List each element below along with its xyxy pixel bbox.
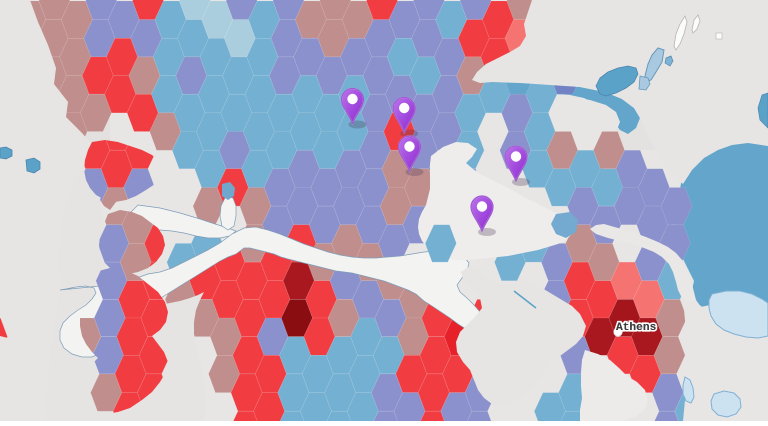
svg-text:Athens: Athens [616, 322, 657, 334]
svg-text:Athens: Athens [616, 322, 657, 334]
